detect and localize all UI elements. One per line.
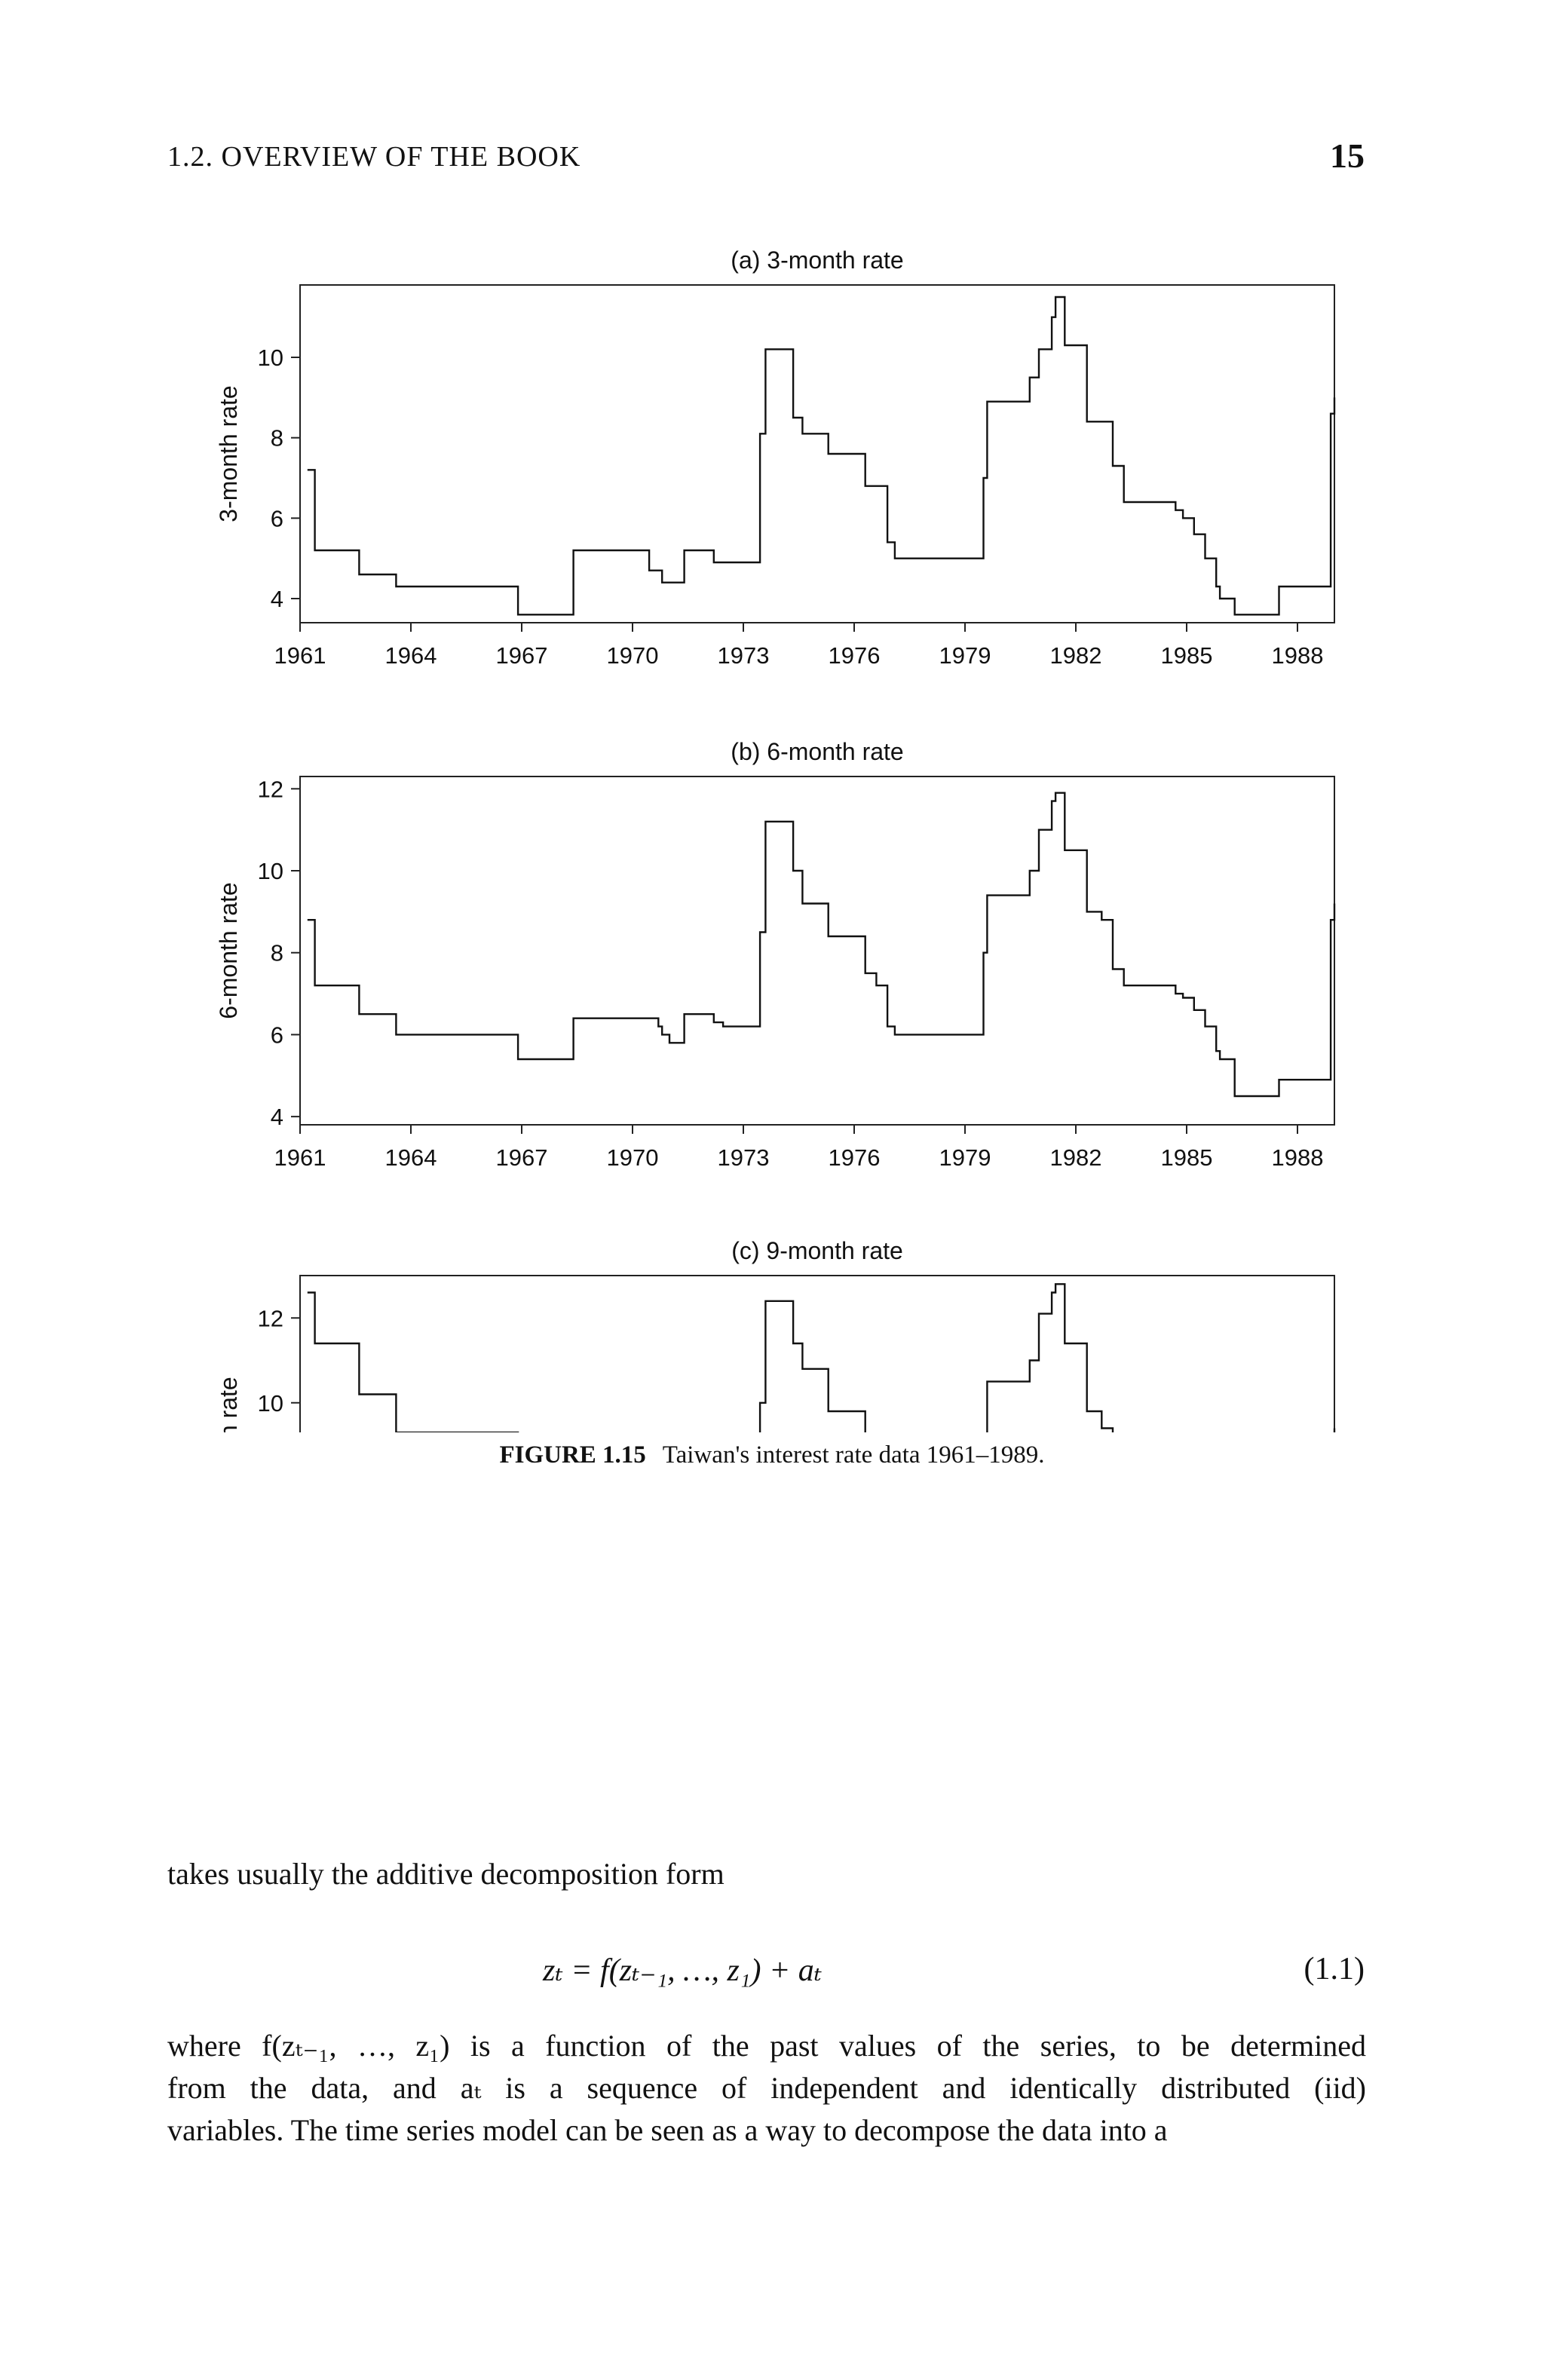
panel-2-xtick-label-1967: 1967 <box>496 1144 548 1171</box>
panel-1-xtick-label-1982: 1982 <box>1050 642 1102 669</box>
panel-1-ytick-label-6: 6 <box>271 505 283 531</box>
panel-2-ylabel: 6-month rate <box>215 882 242 1018</box>
panel-1-xtick-label-1973: 1973 <box>718 642 770 669</box>
panel-1-ytick-label-8: 8 <box>271 425 283 452</box>
panel-1-xtick-label-1985: 1985 <box>1161 642 1213 669</box>
panel-1-xtick-label-1988: 1988 <box>1272 642 1324 669</box>
panel-1-ytick-label-10: 10 <box>258 345 283 371</box>
panel-3-series-line <box>307 1283 1336 1432</box>
figure-caption: FIGURE 1.15 Taiwan's interest rate data 1… <box>0 1441 1544 1469</box>
equation-number: (1.1) <box>1304 1952 1365 1986</box>
interest-rate-figure: (a) 3-month rate 3-month rate 4 6 8 10 1961 196… <box>215 247 1336 1432</box>
panel-2-xtick-label-1961: 1961 <box>274 1144 326 1171</box>
para2-line-1: where f(zₜ₋₁, …, z₁) is a function of th… <box>167 2029 1366 2063</box>
panel-2-xtick-label-1964: 1964 <box>385 1144 437 1171</box>
para2-line-3: variables. The time series model can be … <box>167 2113 1168 2147</box>
panel-2-frame <box>299 776 1335 1126</box>
panel-2-series-line <box>307 792 1336 1098</box>
panel-2-xtick-label-1973: 1973 <box>718 1144 770 1171</box>
panel-2-xtick-label-1982: 1982 <box>1050 1144 1102 1171</box>
panel-1-xtick-label-1964: 1964 <box>385 642 437 669</box>
panel-3-title: (c) 9-month rate <box>731 1237 903 1264</box>
panel-1-frame <box>299 284 1335 623</box>
panel-2-ytick-label-4: 4 <box>271 1104 283 1130</box>
panel-2-xtick-label-1979: 1979 <box>939 1144 991 1171</box>
page-number: 15 <box>1330 136 1365 175</box>
panel-3-frame <box>299 1275 1335 1432</box>
panel-3-ytick-label-10: 10 <box>258 1390 283 1417</box>
panel-1-ylabel: 3-month rate <box>215 385 242 522</box>
panel-3-ytick-label-12: 12 <box>258 1305 283 1331</box>
running-head: 1.2. OVERVIEW OF THE BOOK <box>167 141 581 173</box>
panel-1-xtick-label-1979: 1979 <box>939 642 991 669</box>
panel-1-xtick-label-1976: 1976 <box>829 642 881 669</box>
panel-2-ytick-label-8: 8 <box>271 940 283 966</box>
caption-text: Taiwan's interest rate data 1961–1989. <box>662 1441 1045 1469</box>
panel-1-title: (a) 3-month rate <box>731 247 903 274</box>
panel-2-title: (b) 6-month rate <box>731 738 903 765</box>
panel-3-ylabel: 9-month rate <box>215 1377 242 1432</box>
panel-2-ytick-label-12: 12 <box>258 776 283 802</box>
panel-1-ytick-label-4: 4 <box>271 586 283 612</box>
panel-2-xtick-label-1988: 1988 <box>1272 1144 1324 1171</box>
panel-1-xtick-label-1967: 1967 <box>496 642 548 669</box>
panel-2-xtick-label-1970: 1970 <box>607 1144 659 1171</box>
panel-1-xtick-label-1961: 1961 <box>274 642 326 669</box>
equation-text: zₜ = f(zₜ₋₁, …, z₁) + aₜ <box>543 1953 823 1988</box>
panel-2-ytick-label-6: 6 <box>271 1022 283 1048</box>
panel-2-ytick-label-10: 10 <box>258 858 283 884</box>
caption-label: FIGURE 1.15 <box>499 1441 646 1469</box>
body-paragraph-1: takes usually the additive decomposition… <box>167 1857 725 1891</box>
panel-2-xtick-label-1985: 1985 <box>1161 1144 1213 1171</box>
body-paragraph-2: where f(zₜ₋₁, …, z₁) is a function of th… <box>167 2025 1366 2152</box>
para2-line-2: from the data, and aₜ is a sequence of i… <box>167 2071 1366 2105</box>
panel-2-xtick-label-1976: 1976 <box>829 1144 881 1171</box>
panel-1-series-line <box>307 296 1336 616</box>
panel-1-xtick-label-1970: 1970 <box>607 642 659 669</box>
